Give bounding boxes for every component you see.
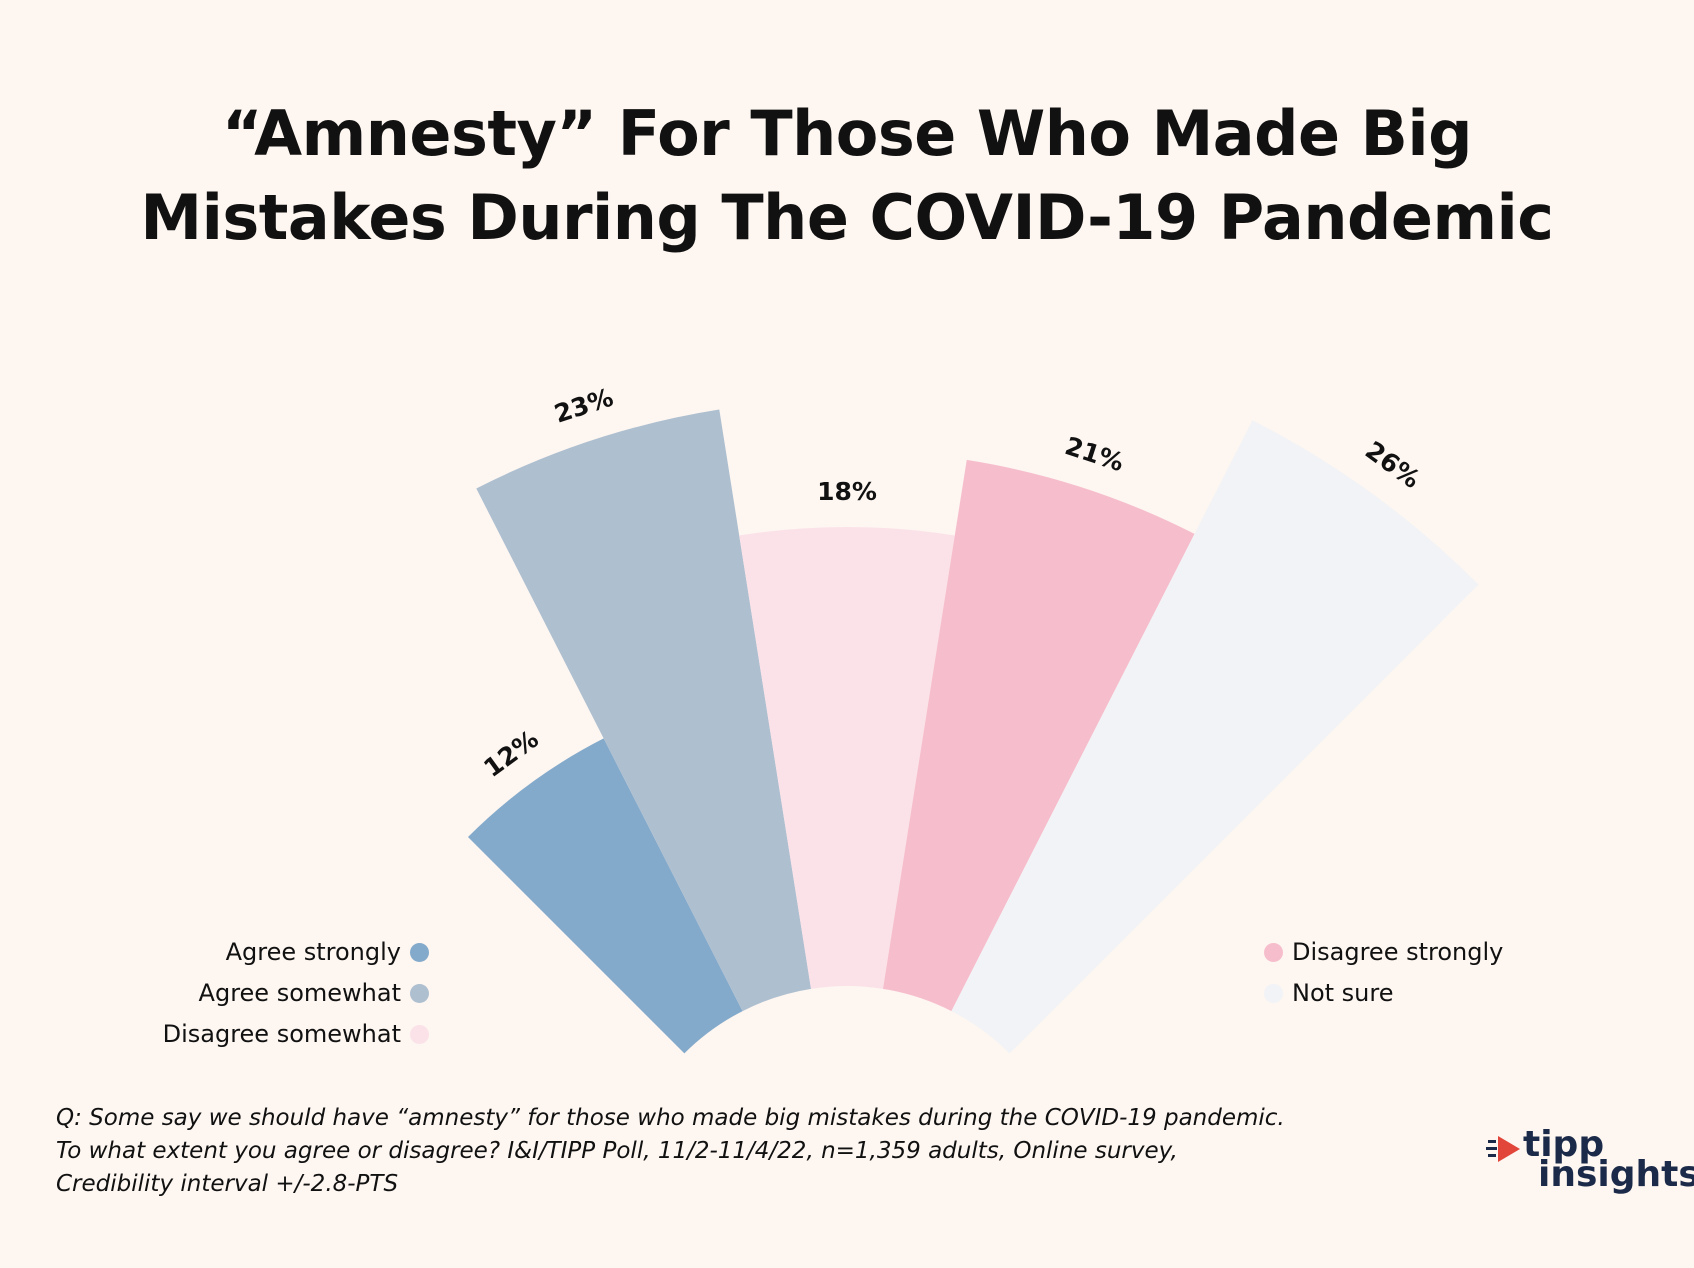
legend-right: Disagree strongly Not sure — [1264, 938, 1503, 1020]
legend-item-disagree-somewhat: Disagree somewhat — [163, 1020, 429, 1048]
legend-item-agree-strongly: Agree strongly — [163, 938, 429, 966]
value-label-not-sure: 26% — [1360, 436, 1425, 495]
legend-swatch — [410, 1024, 429, 1044]
legend-label: Agree strongly — [225, 938, 401, 966]
tipp-insights-logo: tipp insights — [1486, 1127, 1694, 1202]
logo-word-tipp: tipp — [1523, 1124, 1605, 1165]
bar-not-sure — [951, 420, 1479, 1054]
footnote: Q: Some say we should have “amnesty” for… — [56, 1102, 1456, 1201]
legend-label: Not sure — [1292, 979, 1394, 1007]
legend-item-agree-somewhat: Agree somewhat — [163, 979, 429, 1007]
bar-disagree-strongly — [882, 459, 1195, 1012]
bar-agree-somewhat — [476, 409, 812, 1012]
bar-disagree-somewhat — [739, 527, 955, 989]
footnote-line-2: To what extent you agree or disagree? I&… — [56, 1138, 1178, 1164]
legend-swatch — [410, 942, 429, 962]
legend-left: Agree strongly Agree somewhat Disagree som… — [163, 938, 429, 1061]
value-label-disagree-strongly: 21% — [1062, 431, 1128, 477]
legend-label: Agree somewhat — [198, 979, 401, 1007]
value-label-agree-somewhat: 23% — [551, 383, 617, 429]
legend-label: Disagree strongly — [1292, 938, 1504, 966]
value-label-disagree-somewhat: 18% — [817, 477, 877, 506]
legend-label: Disagree somewhat — [162, 1020, 401, 1048]
bar-agree-strongly — [467, 738, 743, 1054]
legend-swatch — [1264, 983, 1283, 1003]
footnote-line-3: Credibility interval +/-2.8-PTS — [56, 1171, 399, 1197]
title-line-1: “Amnesty” For Those Who Made Big — [221, 97, 1473, 170]
footnote-line-1: Q: Some say we should have “amnesty” for… — [56, 1105, 1285, 1131]
legend-swatch — [410, 983, 429, 1003]
logo-arrow-icon — [1498, 1136, 1520, 1162]
chart-title: “Amnesty” For Those Who Made Big Mistake… — [0, 92, 1694, 260]
logo-speed-lines-icon — [1486, 1140, 1498, 1161]
legend-item-not-sure: Not sure — [1264, 979, 1503, 1007]
logo-word-insights: insights — [1538, 1154, 1694, 1195]
value-label-agree-strongly: 12% — [478, 724, 543, 783]
title-line-2: Mistakes During The COVID-19 Pandemic — [140, 181, 1554, 254]
legend-item-disagree-strongly: Disagree strongly — [1264, 938, 1503, 966]
legend-swatch — [1264, 942, 1283, 962]
